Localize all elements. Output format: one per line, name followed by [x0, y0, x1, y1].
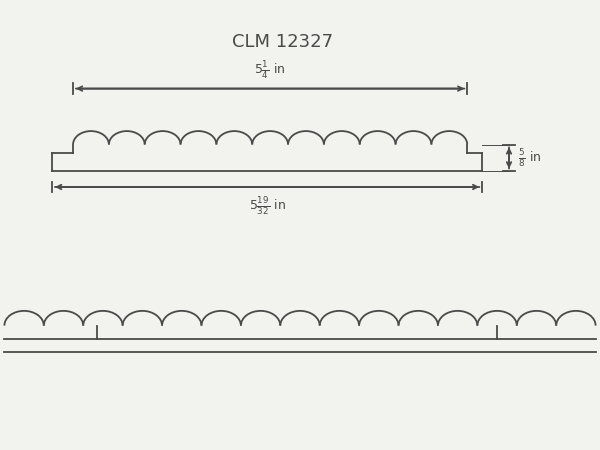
Text: $\frac{5}{8}$ in: $\frac{5}{8}$ in: [518, 147, 541, 169]
Text: $5\frac{1}{4}$ in: $5\frac{1}{4}$ in: [254, 59, 286, 81]
Text: $5\frac{19}{32}$ in: $5\frac{19}{32}$ in: [248, 195, 286, 217]
Text: CLM 12327: CLM 12327: [232, 33, 332, 51]
